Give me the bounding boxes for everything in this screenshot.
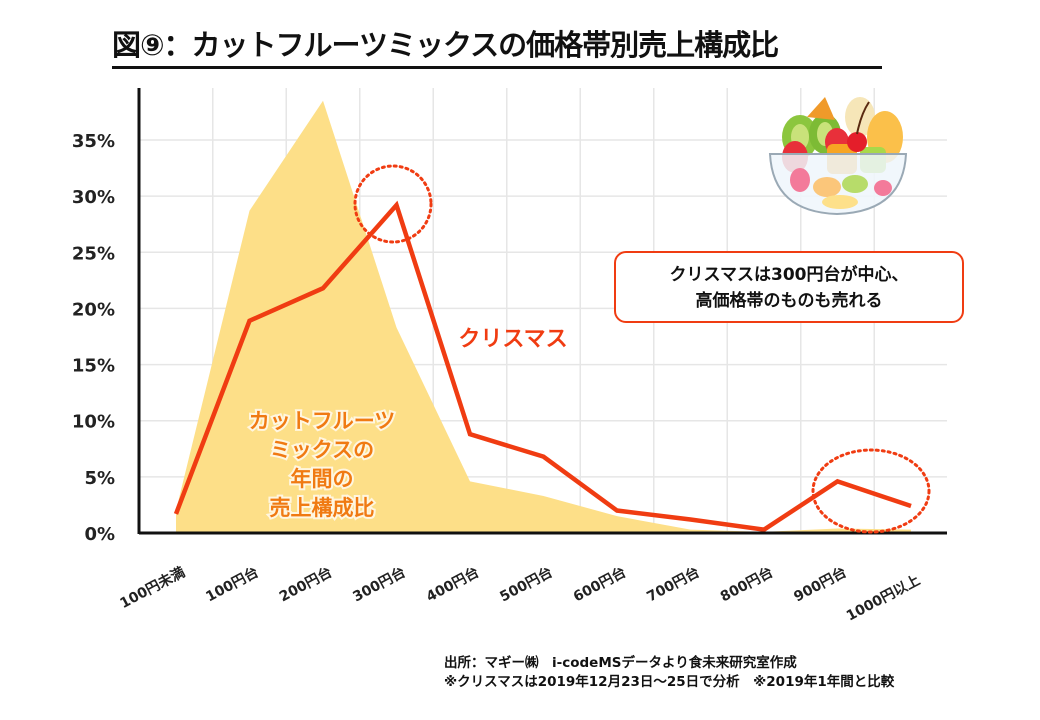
x-tick-label: 100円台	[203, 564, 262, 606]
annual-area-layer	[176, 100, 911, 533]
x-tick-label: 700円台	[644, 564, 703, 606]
x-tick-label: 900円台	[791, 564, 850, 606]
christmas-series-label: クリスマス	[458, 327, 567, 352]
fruit-bowl-icon	[768, 97, 908, 216]
y-tick-label: 25%	[72, 243, 115, 264]
y-tick-labels: 0% 5% 10% 15% 20% 25% 30% 35%	[72, 131, 115, 545]
annual-series-label: ミックスの	[270, 438, 374, 462]
y-tick-label: 30%	[72, 187, 115, 208]
source-line-1: 出所：マギー㈱ i-codeMSデータより食未来研究室作成	[444, 655, 797, 671]
x-tick-label: 600円台	[570, 564, 629, 606]
callout-line-1: クリスマスは300円台が中心、	[669, 265, 909, 285]
x-tick-labels: 100円未満 100円台 200円台 300円台 400円台 500円台 600円台 700円…	[117, 564, 923, 625]
source-line-2: ※クリスマスは2019年12月23日～25日で分析 ※2019年1年間と比較	[444, 674, 895, 690]
source-note: 出所：マギー㈱ i-codeMSデータより食未来研究室作成 ※クリスマスは201…	[444, 654, 894, 692]
y-tick-label: 35%	[72, 131, 115, 152]
x-tick-label: 400円台	[423, 564, 482, 606]
axes	[137, 88, 947, 535]
x-tick-label: 1000円以上	[844, 572, 923, 624]
y-tick-label: 20%	[72, 299, 115, 320]
x-tick-label: 100円未満	[117, 564, 188, 612]
annotations	[353, 164, 931, 534]
highlight-circle-900-1000	[811, 448, 931, 534]
callout-line-2: 高価格帯のものも売れる	[695, 291, 883, 311]
y-tick-label: 5%	[84, 468, 115, 489]
y-tick-label: 15%	[72, 356, 115, 377]
x-tick-label: 800円台	[717, 564, 776, 606]
highlight-circle-300	[353, 164, 433, 244]
x-tick-label: 500円台	[497, 564, 556, 606]
christmas-line-layer	[173, 100, 912, 532]
annual-area	[176, 100, 911, 533]
annual-series-label: 売上構成比	[270, 496, 375, 520]
x-tick-label: 300円台	[350, 564, 409, 606]
y-tick-label: 0%	[84, 524, 115, 545]
annual-series-label: 年間の	[291, 467, 354, 491]
annual-series-label: カットフルーツ	[249, 409, 396, 433]
chart-title: 図⑨：カットフルーツミックスの価格帯別売上構成比	[112, 22, 882, 69]
y-tick-label: 10%	[72, 412, 115, 433]
x-tick-label: 200円台	[276, 564, 335, 606]
callout-box: クリスマスは300円台が中心、 高価格帯のものも売れる	[614, 251, 964, 323]
